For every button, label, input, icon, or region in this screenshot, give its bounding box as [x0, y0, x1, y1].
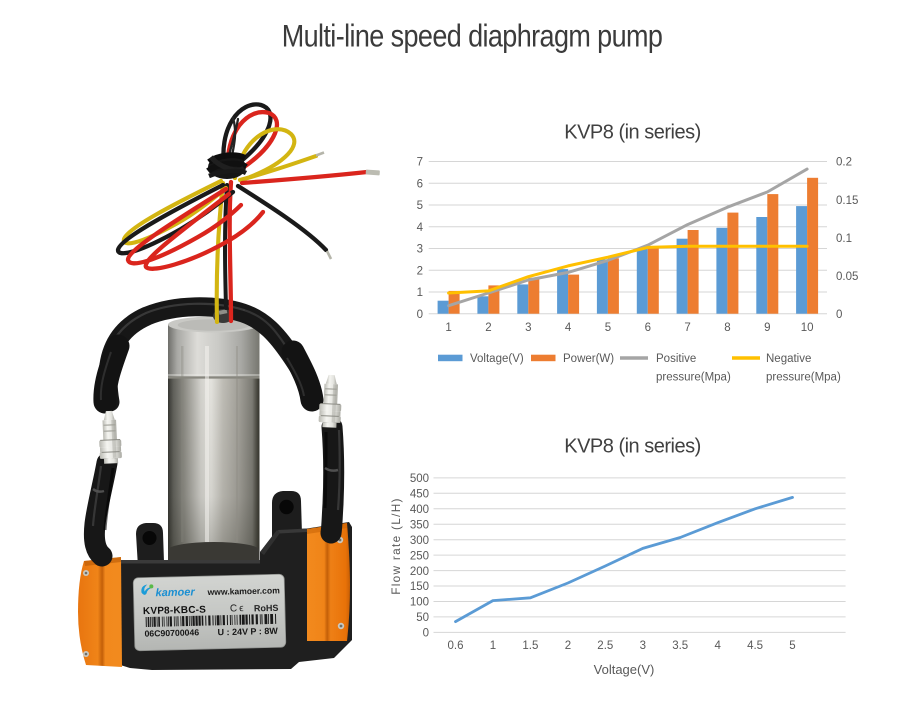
svg-text:Voltage(V): Voltage(V) [594, 662, 655, 677]
svg-text:500: 500 [410, 473, 429, 485]
svg-text:5: 5 [417, 200, 423, 212]
svg-text:100: 100 [410, 597, 429, 609]
svg-text:0.2: 0.2 [836, 157, 852, 169]
svg-text:4.5: 4.5 [747, 640, 763, 652]
svg-text:0.05: 0.05 [836, 271, 858, 283]
svg-text:300: 300 [410, 535, 429, 547]
svg-text:10: 10 [801, 322, 814, 334]
svg-text:P : 8W: P : 8W [250, 626, 278, 637]
svg-text:150: 150 [410, 581, 429, 593]
svg-text:0.1: 0.1 [836, 233, 852, 245]
svg-text:06C90700046: 06C90700046 [144, 627, 199, 638]
svg-text:U : 24V: U : 24V [217, 627, 248, 638]
svg-text:kamoer: kamoer [155, 586, 195, 599]
svg-text:6: 6 [417, 179, 423, 191]
svg-text:2: 2 [417, 265, 423, 277]
svg-text:3: 3 [417, 244, 423, 256]
svg-text:KVP8-KBC-S: KVP8-KBC-S [143, 605, 206, 618]
svg-text:1: 1 [490, 640, 496, 652]
svg-text:4: 4 [417, 222, 424, 234]
svg-text:Positive: Positive [656, 353, 696, 365]
svg-text:0: 0 [417, 309, 423, 321]
svg-text:7: 7 [417, 157, 423, 169]
svg-text:3: 3 [640, 640, 646, 652]
svg-text:400: 400 [410, 504, 429, 516]
svg-text:pressure(Mpa): pressure(Mpa) [766, 372, 841, 384]
svg-text:RoHS: RoHS [254, 603, 279, 614]
svg-text:450: 450 [410, 489, 429, 501]
svg-text:6: 6 [645, 322, 651, 334]
svg-text:KVP8 (in series): KVP8 (in series) [564, 122, 701, 144]
svg-text:Flow rate (L/H): Flow rate (L/H) [389, 497, 403, 595]
svg-text:0.6: 0.6 [448, 640, 464, 652]
svg-text:200: 200 [410, 566, 429, 578]
svg-text:0: 0 [423, 628, 429, 640]
svg-text:0.15: 0.15 [836, 195, 858, 207]
svg-text:KVP8 (in series): KVP8 (in series) [564, 436, 701, 458]
svg-text:www.kamoer.com: www.kamoer.com [206, 585, 280, 597]
svg-text:8: 8 [724, 322, 730, 334]
svg-text:4: 4 [714, 640, 721, 652]
svg-text:9: 9 [764, 322, 770, 334]
svg-text:3.5: 3.5 [672, 640, 688, 652]
svg-text:50: 50 [416, 612, 429, 624]
svg-text:Power(W): Power(W) [563, 353, 614, 365]
svg-text:1: 1 [445, 322, 451, 334]
svg-text:250: 250 [410, 550, 429, 562]
svg-text:1.5: 1.5 [522, 640, 538, 652]
svg-text:1: 1 [417, 287, 423, 299]
svg-text:5: 5 [605, 322, 611, 334]
svg-text:0: 0 [836, 309, 842, 321]
svg-text:7: 7 [684, 322, 690, 334]
svg-text:3: 3 [525, 322, 531, 334]
svg-text:Cϵ: Cϵ [230, 603, 245, 614]
svg-text:Voltage(V): Voltage(V) [470, 353, 524, 365]
svg-text:Negative: Negative [766, 353, 811, 365]
svg-text:350: 350 [410, 520, 429, 532]
svg-text:2: 2 [485, 322, 491, 334]
svg-text:2: 2 [565, 640, 571, 652]
svg-text:2.5: 2.5 [597, 640, 613, 652]
svg-text:5: 5 [789, 640, 795, 652]
svg-text:4: 4 [565, 322, 572, 334]
svg-text:pressure(Mpa): pressure(Mpa) [656, 372, 731, 384]
